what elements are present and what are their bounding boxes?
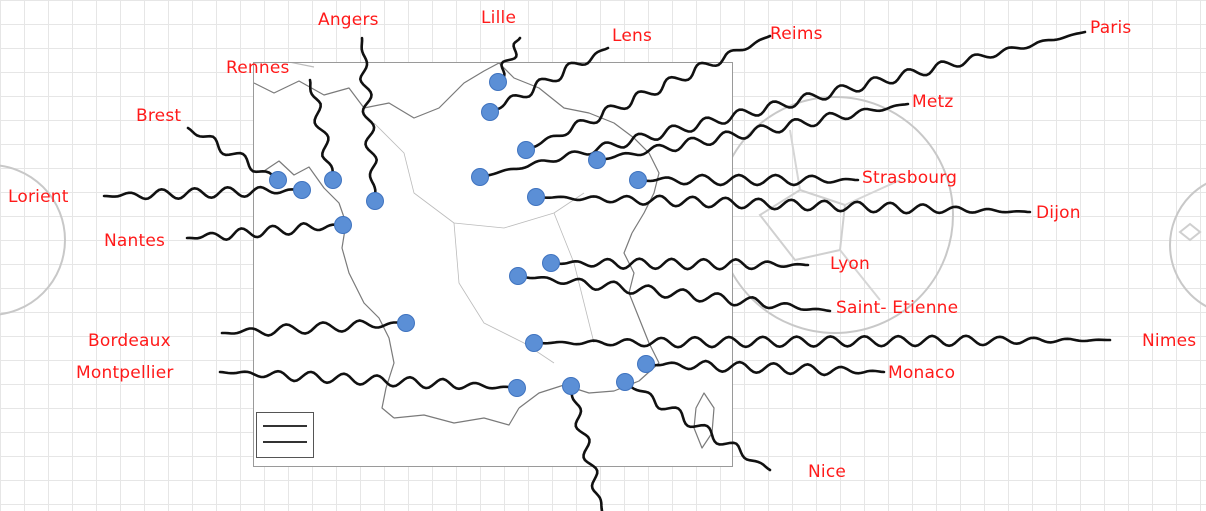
city-marker-lorient[interactable]: [293, 181, 311, 199]
city-marker-paris[interactable]: [471, 168, 489, 186]
city-marker-monaco[interactable]: [637, 355, 655, 373]
leader-line-paris: [478, 30, 1087, 179]
city-label-reims: Reims: [770, 24, 823, 44]
leader-line-saint-etienne: [516, 274, 832, 313]
leader-line-lyon: [549, 257, 810, 271]
city-marker-brest[interactable]: [269, 171, 287, 189]
city-marker-metz[interactable]: [588, 151, 606, 169]
city-marker-saint-etienne[interactable]: [509, 267, 527, 285]
city-marker-reims[interactable]: [517, 141, 535, 159]
city-marker-angers[interactable]: [366, 192, 384, 210]
soccer-ball-left-sketch-icon: [0, 164, 66, 316]
city-label-nimes: Nimes: [1142, 331, 1197, 351]
leader-line-lorient: [102, 185, 304, 201]
map-scale-box: [256, 412, 314, 458]
city-marker-montpellier[interactable]: [508, 379, 526, 397]
leader-line-reims: [524, 34, 772, 152]
city-label-lorient: Lorient: [8, 187, 69, 207]
leader-line-montpellier: [218, 369, 519, 391]
city-label-monaco: Monaco: [888, 363, 956, 383]
city-label-metz: Metz: [912, 92, 954, 112]
soccer-ball-right-sketch-icon: [1169, 182, 1206, 308]
city-label-nantes: Nantes: [104, 231, 166, 251]
city-label-montpellier: Montpellier: [76, 363, 174, 383]
city-marker-bordeaux[interactable]: [397, 314, 415, 332]
city-label-paris: Paris: [1090, 18, 1132, 38]
city-marker-lille[interactable]: [489, 73, 507, 91]
city-marker-nice[interactable]: [616, 373, 634, 391]
sparkle-icon: [1178, 222, 1202, 242]
leader-line-monaco: [644, 359, 886, 377]
city-marker-nantes[interactable]: [334, 216, 352, 234]
city-label-lille: Lille: [481, 8, 517, 28]
leader-line-strasbourg: [636, 173, 860, 187]
city-label-saint-etienne: Saint- Etienne: [836, 298, 959, 318]
city-marker-lyon[interactable]: [542, 254, 560, 272]
city-marker-lens[interactable]: [481, 103, 499, 121]
city-label-brest: Brest: [136, 106, 182, 126]
city-label-angers: Angers: [318, 10, 379, 30]
city-label-bordeaux: Bordeaux: [88, 331, 171, 351]
leader-line-nimes: [532, 334, 1112, 349]
city-label-strasbourg: Strasbourg: [862, 168, 958, 188]
leader-line-rennes: [308, 78, 335, 182]
city-marker-dijon[interactable]: [527, 188, 545, 206]
city-marker-strasbourg[interactable]: [629, 171, 647, 189]
city-label-lens: Lens: [612, 26, 653, 46]
city-label-nice: Nice: [808, 462, 847, 482]
leader-line-lens: [488, 46, 610, 114]
leader-line-dijon: [534, 194, 1032, 215]
leader-line-angers: [358, 36, 379, 203]
leader-line-metz: [595, 102, 910, 162]
city-label-dijon: Dijon: [1036, 203, 1081, 223]
city-label-lyon: Lyon: [830, 254, 870, 274]
leader-line-nice: [623, 380, 772, 472]
city-label-rennes: Rennes: [226, 58, 290, 78]
leader-line-marseille: [569, 384, 604, 511]
leader-line-brest: [186, 126, 280, 182]
city-marker-nimes[interactable]: [525, 334, 543, 352]
soccer-ball-panel: [758, 188, 847, 262]
city-marker-rennes[interactable]: [324, 171, 342, 189]
leader-line-bordeaux: [220, 319, 408, 337]
city-marker-marseille[interactable]: [562, 377, 580, 395]
leader-line-nantes: [185, 221, 345, 242]
